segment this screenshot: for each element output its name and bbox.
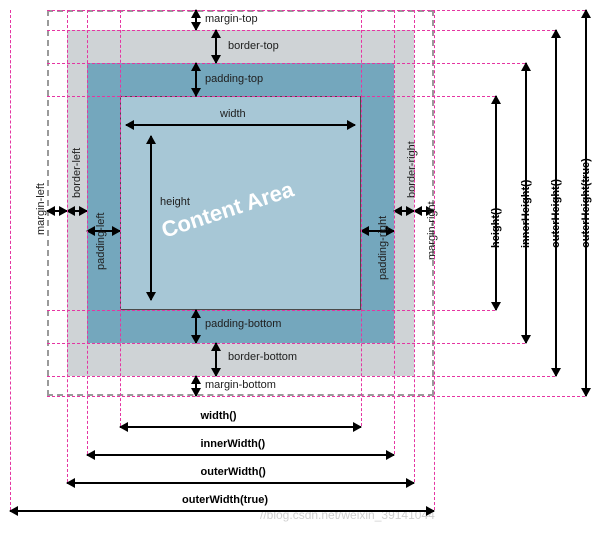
arrow-padding-left [87, 230, 120, 232]
arrow-outer_true-width [10, 510, 434, 512]
arrow-inner-width [87, 454, 394, 456]
label-outer_true-width: outerWidth(true) [182, 494, 268, 506]
arrow-border-right [394, 210, 414, 212]
arrow-border-left [67, 210, 87, 212]
arrow-margin-left [47, 210, 67, 212]
label-width-width: width() [201, 410, 237, 422]
arrow-padding-right [361, 230, 394, 232]
label-outer-width: outerWidth() [201, 466, 266, 478]
arrow-height [150, 136, 152, 300]
arrow-outer-width [67, 482, 414, 484]
box-model-diagram: Content Area margin-top border-top paddi… [0, 0, 614, 540]
arrow-padding-top [195, 63, 197, 96]
arrow-border-bottom [215, 343, 217, 376]
arrow-outer-height [555, 30, 557, 376]
arrow-width-width [120, 426, 361, 428]
arrow-border-top [215, 30, 217, 63]
arrow-margin-right [414, 210, 434, 212]
arrow-inner-height [525, 63, 527, 343]
arrow-height-height [495, 96, 497, 310]
content-area-label: Content Area [158, 176, 297, 243]
content-area: Content Area [120, 96, 361, 310]
arrow-margin-top [195, 10, 197, 30]
arrow-margin-bottom [195, 376, 197, 396]
arrow-width [126, 124, 355, 126]
label-inner-width: innerWidth() [201, 438, 266, 450]
arrow-padding-bottom [195, 310, 197, 343]
arrow-outer_true-height [585, 10, 587, 396]
